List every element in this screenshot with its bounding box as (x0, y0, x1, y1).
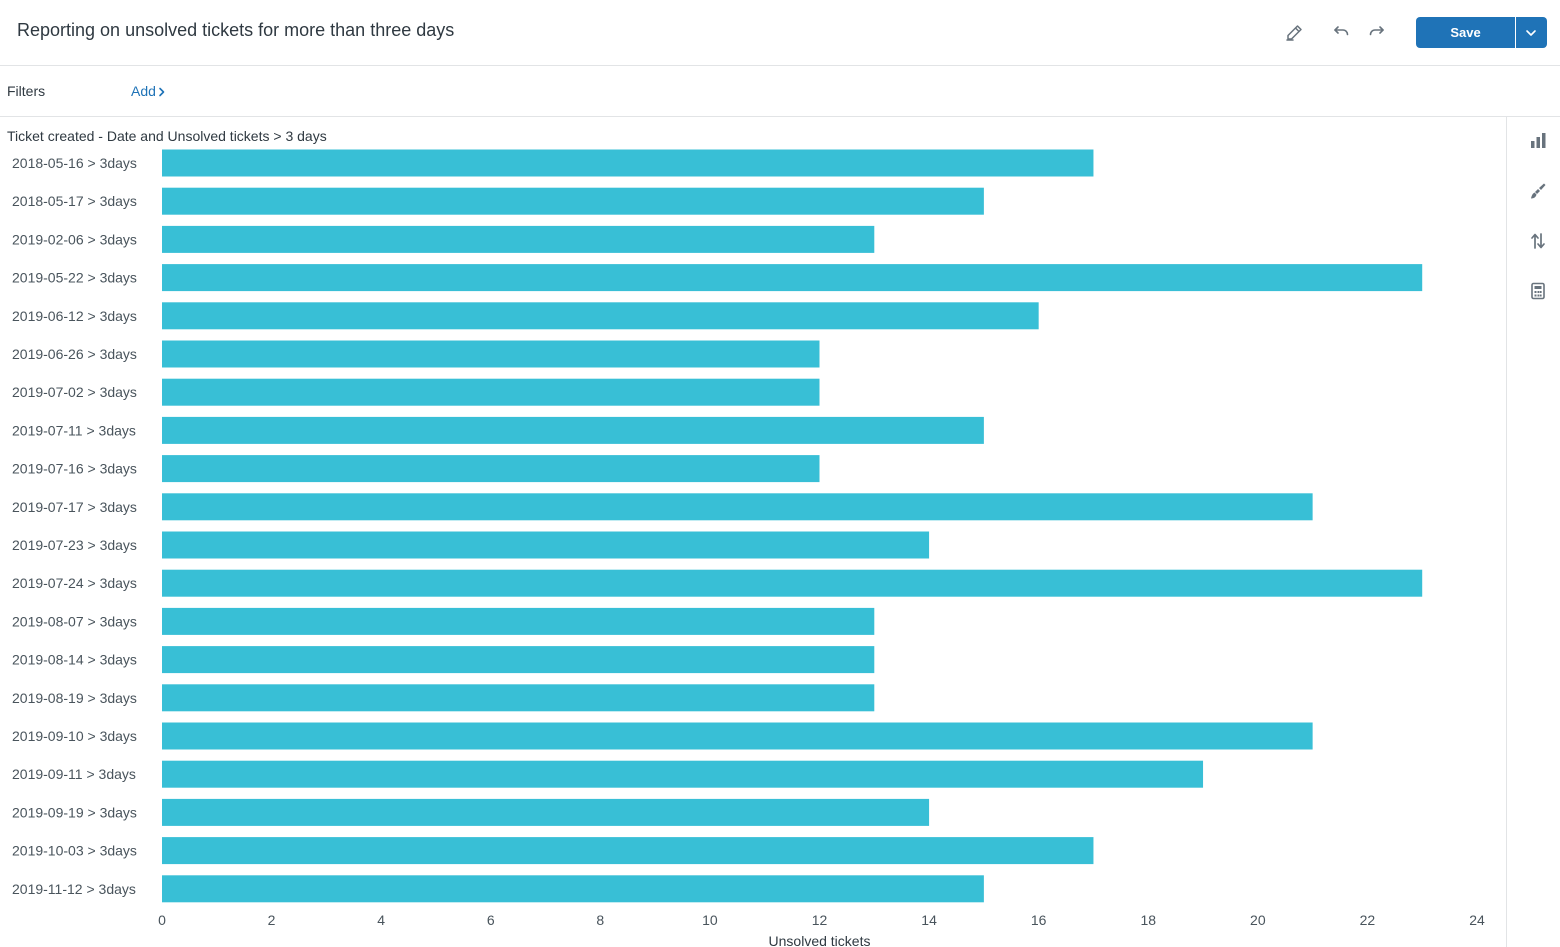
bar[interactable] (162, 378, 820, 406)
y-tick-label: 2019-07-16 > 3days (12, 461, 137, 477)
y-tick-label: 2019-07-24 > 3days (12, 575, 137, 591)
y-tick-label: 2019-09-10 > 3days (12, 728, 137, 744)
bar-chart: 2018-05-16 > 3days 2018-05-17 > 3days 2019… (12, 149, 1485, 947)
y-tick-label: 2019-07-17 > 3days (12, 499, 137, 515)
bar[interactable] (162, 798, 930, 826)
y-tick-label: 2019-09-11 > 3days (12, 766, 136, 782)
x-tick-label: 6 (487, 912, 495, 928)
x-tick-label: 10 (702, 912, 718, 928)
filters-bar: Filters Add (0, 67, 1560, 117)
bar[interactable] (162, 875, 984, 903)
save-dropdown-button[interactable] (1516, 17, 1547, 48)
report-header: Reporting on unsolved tickets for more t… (0, 0, 1560, 66)
x-tick-label: 2 (268, 912, 276, 928)
x-tick-label: 0 (158, 912, 166, 928)
chevron-right-icon (159, 87, 165, 97)
bar[interactable] (162, 264, 1423, 292)
y-tick-label: 2019-05-22 > 3days (12, 270, 137, 286)
page-title: Reporting on unsolved tickets for more t… (17, 20, 455, 40)
bar[interactable] (162, 837, 1094, 865)
x-tick-label: 8 (596, 912, 604, 928)
y-tick-label: 2019-06-26 > 3days (12, 346, 137, 362)
x-tick-label: 20 (1250, 912, 1266, 928)
bar[interactable] (162, 340, 820, 368)
y-tick-label: 2019-08-07 > 3days (12, 613, 137, 629)
add-filter-label: Add (131, 83, 156, 99)
y-tick-label: 2019-09-19 > 3days (12, 804, 137, 820)
bar[interactable] (162, 493, 1313, 521)
y-tick-label: 2019-07-23 > 3days (12, 537, 137, 553)
filters-label: Filters (7, 83, 46, 99)
y-tick-label: 2019-10-03 > 3days (12, 843, 137, 859)
y-tick-label: 2019-08-19 > 3days (12, 690, 137, 706)
y-tick-label: 2019-02-06 > 3days (12, 231, 137, 247)
y-tick-label: 2018-05-16 > 3days (12, 155, 137, 171)
bar-chart-icon[interactable] (1529, 132, 1549, 152)
x-tick-label: 4 (377, 912, 385, 928)
undo-icon[interactable] (1331, 22, 1353, 44)
bar[interactable] (162, 416, 984, 444)
chevron-down-icon (1526, 30, 1536, 36)
redo-icon[interactable] (1367, 22, 1389, 44)
y-tick-label: 2018-05-17 > 3days (12, 193, 137, 209)
x-tick-label: 18 (1140, 912, 1156, 928)
x-tick-label: 12 (812, 912, 828, 928)
bar[interactable] (162, 760, 1204, 788)
paintbrush-icon[interactable] (1529, 182, 1549, 202)
chart-area: Ticket created - Date and Unsolved ticke… (0, 117, 1506, 947)
bar[interactable] (162, 149, 1094, 177)
y-tick-label: 2019-07-02 > 3days (12, 384, 137, 400)
x-tick-label: 16 (1031, 912, 1047, 928)
sort-arrows-icon[interactable] (1529, 232, 1549, 252)
bar[interactable] (162, 455, 820, 483)
chart-settings-sidebar (1506, 117, 1560, 947)
bar[interactable] (162, 531, 930, 559)
pencil-edit-icon[interactable] (1285, 22, 1307, 44)
bar[interactable] (162, 187, 984, 215)
x-tick-label: 22 (1360, 912, 1376, 928)
y-tick-label: 2019-07-11 > 3days (12, 422, 136, 438)
y-tick-label: 2019-11-12 > 3days (12, 881, 136, 897)
bar[interactable] (162, 225, 875, 253)
x-axis-label: Unsolved tickets (769, 933, 871, 947)
x-tick-label: 24 (1469, 912, 1485, 928)
bar[interactable] (162, 607, 875, 635)
bar[interactable] (162, 646, 875, 674)
chart-title: Ticket created - Date and Unsolved ticke… (7, 128, 327, 144)
bar[interactable] (162, 302, 1039, 330)
bar[interactable] (162, 569, 1423, 597)
add-filter-link[interactable]: Add (131, 83, 166, 99)
bar[interactable] (162, 684, 875, 712)
y-tick-label: 2019-06-12 > 3days (12, 308, 137, 324)
bar[interactable] (162, 722, 1313, 750)
save-button[interactable]: Save (1416, 17, 1515, 48)
y-tick-label: 2019-08-14 > 3days (12, 652, 137, 668)
calculator-icon[interactable] (1529, 282, 1549, 302)
x-tick-label: 14 (921, 912, 937, 928)
